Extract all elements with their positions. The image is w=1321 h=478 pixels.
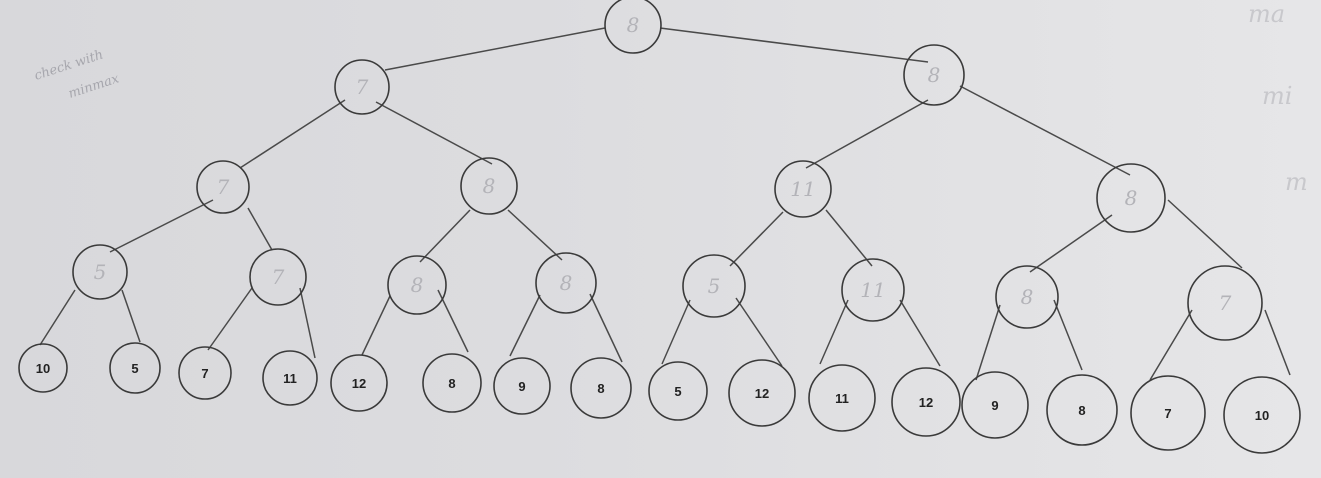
edge [437, 289, 469, 353]
edge [729, 211, 784, 267]
edge [825, 209, 873, 267]
edge [805, 99, 929, 169]
level3-value: 7 [272, 265, 285, 289]
leaf-node: 8 [422, 353, 482, 413]
edge [661, 299, 691, 365]
level3-node: 8 [535, 252, 597, 314]
leaf-node: 10 [1223, 376, 1301, 454]
leaf-node: 7 [178, 346, 232, 400]
leaf-node: 12 [330, 354, 388, 412]
leaf-node: 7 [1130, 375, 1206, 451]
level3-node: 5 [682, 254, 746, 318]
leaf-value: 10 [36, 361, 50, 376]
edge [1029, 214, 1113, 273]
leaf-value: 8 [448, 376, 455, 391]
edge [247, 207, 273, 251]
edge [384, 27, 606, 71]
level3-node: 7 [1187, 265, 1263, 341]
level2-node: 7 [196, 160, 250, 214]
edge [109, 199, 214, 253]
margin-note-m: m [1285, 168, 1308, 196]
note-minmax: minmax [67, 71, 122, 102]
level3-value: 8 [1021, 285, 1034, 309]
leaf-node: 11 [808, 364, 876, 432]
margin-note-mi: mi [1262, 82, 1292, 110]
level3-value: 8 [411, 273, 424, 297]
leaf-node: 10 [18, 343, 68, 393]
level1-value: 7 [356, 75, 369, 99]
edge [419, 209, 471, 263]
edge [299, 287, 316, 359]
leaf-value: 11 [835, 391, 849, 406]
leaf-value: 10 [1255, 408, 1269, 423]
level2-node: 8 [1096, 163, 1166, 233]
leaf-value: 11 [283, 371, 297, 386]
edge [361, 295, 391, 356]
level1-node: 8 [903, 44, 965, 106]
leaf-node: 12 [891, 367, 961, 437]
edge [735, 297, 783, 367]
edge [975, 304, 1001, 381]
level3-value: 5 [94, 260, 107, 284]
level3-node: 8 [387, 255, 447, 315]
tree-nodes: 8 7 8 7 8 11 8 5 [18, 0, 1301, 454]
level3-value: 5 [708, 274, 721, 298]
edge [507, 209, 563, 261]
level3-node: 8 [995, 265, 1059, 329]
level2-value: 8 [1125, 186, 1138, 210]
leaf-node: 9 [961, 371, 1029, 439]
leaf-value: 9 [518, 379, 525, 394]
level3-value: 7 [1219, 291, 1232, 315]
level2-value: 8 [483, 174, 496, 198]
leaf-value: 12 [352, 376, 366, 391]
level2-value: 7 [217, 175, 230, 199]
root-node: 8 [604, 0, 662, 54]
edge [375, 101, 493, 165]
edge [899, 299, 941, 367]
leaf-value: 9 [991, 398, 998, 413]
edge [1053, 299, 1083, 371]
leaf-node: 11 [262, 350, 318, 406]
leaf-node: 8 [570, 357, 632, 419]
edge [1264, 309, 1291, 376]
tree-edges [39, 27, 1291, 381]
leaf-value: 8 [597, 381, 604, 396]
leaf-node: 12 [728, 359, 796, 427]
edge [207, 287, 253, 351]
leaf-value: 12 [755, 386, 769, 401]
leaf-node: 5 [648, 361, 708, 421]
edge [39, 289, 76, 346]
leaf-value: 5 [674, 384, 681, 399]
edge [959, 85, 1131, 176]
leaf-value: 5 [131, 361, 138, 376]
leaf-node: 9 [493, 357, 551, 415]
level3-value: 8 [560, 271, 573, 295]
level2-node: 8 [460, 157, 518, 215]
leaf-value: 7 [201, 366, 208, 381]
level2-node: 11 [774, 160, 832, 218]
level3-node: 5 [72, 244, 128, 300]
edge [659, 27, 929, 63]
edge [1149, 309, 1193, 381]
leaf-node: 5 [109, 342, 161, 394]
edge [1167, 199, 1243, 269]
leaf-value: 7 [1164, 406, 1171, 421]
level3-value: 11 [860, 278, 885, 302]
root-value: 8 [627, 13, 640, 37]
leaf-node: 8 [1046, 374, 1118, 446]
edge [819, 299, 849, 365]
level3-node: 11 [841, 258, 905, 322]
edge [509, 294, 541, 357]
level3-node: 7 [249, 248, 307, 306]
margin-note-ma: ma [1248, 0, 1285, 28]
edge [239, 99, 346, 169]
edge [589, 293, 623, 363]
level2-value: 11 [790, 177, 815, 201]
edge [121, 289, 141, 343]
leaf-value: 12 [919, 395, 933, 410]
leaf-value: 8 [1078, 403, 1085, 418]
level1-value: 8 [928, 63, 941, 87]
level1-node: 7 [334, 59, 390, 115]
